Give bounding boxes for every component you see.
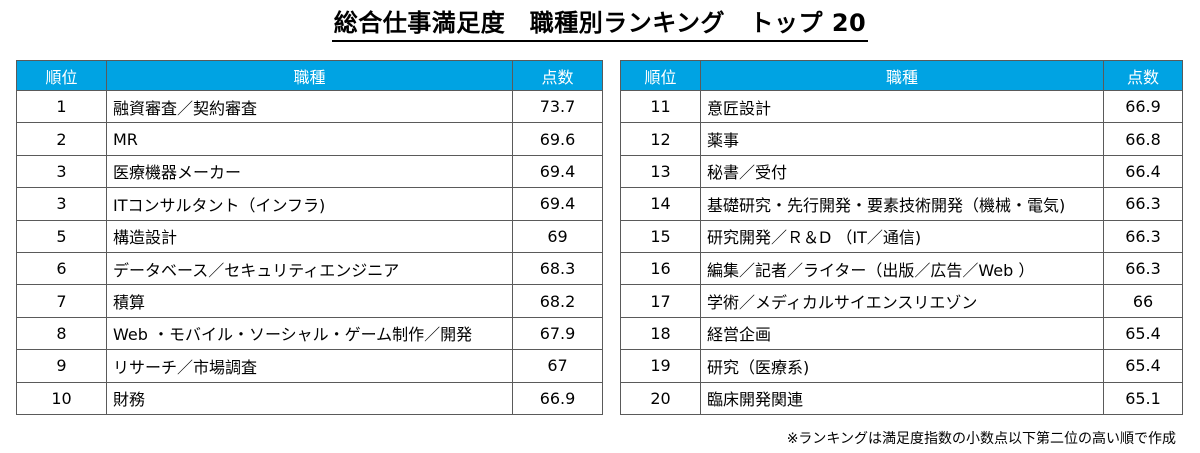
rank-cell: 18 xyxy=(620,316,701,351)
job-cell: リサーチ／市場調査 xyxy=(106,349,513,383)
rank-cell: 13 xyxy=(620,154,701,189)
header-job: 職種 xyxy=(700,60,1104,91)
footnote: ※ランキングは満足度指数の小数点以下第二位の高い順で作成 xyxy=(786,431,1176,447)
rank-cell: 15 xyxy=(620,219,701,253)
score-cell: 66.8 xyxy=(1103,122,1183,156)
rank-cell: 17 xyxy=(620,284,701,318)
job-cell: 意匠設計 xyxy=(700,89,1104,124)
table-row: 14 基礎研究・先行開発・要素技術開発（機械・電気) 66.3 xyxy=(620,187,1183,221)
score-cell: 69.4 xyxy=(512,187,603,221)
table-row: 19 研究（医療系) 65.4 xyxy=(620,349,1183,383)
score-cell: 66.3 xyxy=(1103,187,1183,221)
table-row: 12 薬事 66.8 xyxy=(620,122,1183,156)
rank-cell: 10 xyxy=(16,381,107,415)
score-cell: 65.4 xyxy=(1103,349,1183,383)
rank-cell: 8 xyxy=(16,316,107,351)
score-cell: 69 xyxy=(512,219,603,253)
job-cell: 医療機器メーカー xyxy=(106,154,513,189)
rank-cell: 11 xyxy=(620,89,701,124)
table-row: 6 データベース／セキュリティエンジニア 68.3 xyxy=(16,251,603,286)
score-cell: 66 xyxy=(1103,284,1183,318)
table-header-row: 順位 職種 点数 xyxy=(16,60,603,91)
table-header-row: 順位 職種 点数 xyxy=(620,60,1183,91)
rank-cell: 14 xyxy=(620,187,701,221)
rank-cell: 19 xyxy=(620,349,701,383)
rank-cell: 6 xyxy=(16,251,107,286)
table-row: 16 編集／記者／ライター（出版／広告／Web ） 66.3 xyxy=(620,251,1183,286)
table-row: 11 意匠設計 66.9 xyxy=(620,89,1183,124)
score-cell: 66.4 xyxy=(1103,154,1183,189)
header-score: 点数 xyxy=(1103,60,1183,91)
rank-cell: 7 xyxy=(16,284,107,318)
rank-cell: 16 xyxy=(620,251,701,286)
job-cell: 融資審査／契約審査 xyxy=(106,89,513,124)
ranking-table-left: 順位 職種 点数 1 融資審査／契約審査 73.7 2 MR 69.6 3 医療機器メーカー 6… xyxy=(16,60,603,415)
job-cell: 基礎研究・先行開発・要素技術開発（機械・電気) xyxy=(700,187,1104,221)
score-cell: 68.3 xyxy=(512,251,603,286)
score-cell: 67 xyxy=(512,349,603,383)
score-cell: 69.6 xyxy=(512,122,603,156)
job-cell: 研究開発／Ｒ＆D （IT／通信) xyxy=(700,219,1104,253)
table-row: 5 構造設計 69 xyxy=(16,219,603,253)
table-row: 15 研究開発／Ｒ＆D （IT／通信) 66.3 xyxy=(620,219,1183,253)
table-row: 3 ITコンサルタント（インフラ) 69.4 xyxy=(16,187,603,221)
ranking-body-right: 11 意匠設計 66.9 12 薬事 66.8 13 秘書／受付 66.4 14 基礎研究・先行開発… xyxy=(620,89,1183,415)
table-row: 2 MR 69.6 xyxy=(16,122,603,156)
rank-cell: 12 xyxy=(620,122,701,156)
header-rank: 順位 xyxy=(16,60,107,91)
job-cell: 臨床開発関連 xyxy=(700,381,1104,415)
score-cell: 73.7 xyxy=(512,89,603,124)
job-cell: データベース／セキュリティエンジニア xyxy=(106,251,513,286)
ranking-table-right: 順位 職種 点数 11 意匠設計 66.9 12 薬事 66.8 13 秘書／受付 66.4 14… xyxy=(620,60,1183,415)
score-cell: 66.3 xyxy=(1103,219,1183,253)
rank-cell: 3 xyxy=(16,187,107,221)
score-cell: 69.4 xyxy=(512,154,603,189)
job-cell: 学術／メディカルサイエンスリエゾン xyxy=(700,284,1104,318)
rank-cell: 20 xyxy=(620,381,701,415)
score-cell: 65.1 xyxy=(1103,381,1183,415)
job-cell: 薬事 xyxy=(700,122,1104,156)
job-cell: 構造設計 xyxy=(106,219,513,253)
table-row: 18 経営企画 65.4 xyxy=(620,316,1183,351)
table-row: 10 財務 66.9 xyxy=(16,381,603,415)
table-row: 7 積算 68.2 xyxy=(16,284,603,318)
header-job: 職種 xyxy=(106,60,513,91)
job-cell: MR xyxy=(106,122,513,156)
score-cell: 66.9 xyxy=(512,381,603,415)
job-cell: 積算 xyxy=(106,284,513,318)
page-title: 総合仕事満足度 職種別ランキング トップ 20 xyxy=(331,8,869,42)
score-cell: 68.2 xyxy=(512,284,603,318)
ranking-title-wrap: 総合仕事満足度 職種別ランキング トップ 20 xyxy=(0,8,1200,42)
table-row: 1 融資審査／契約審査 73.7 xyxy=(16,89,603,124)
table-row: 8 Web ・モバイル・ソーシャル・ゲーム制作／開発 67.9 xyxy=(16,316,603,351)
job-cell: 財務 xyxy=(106,381,513,415)
table-row: 13 秘書／受付 66.4 xyxy=(620,154,1183,189)
header-rank: 順位 xyxy=(620,60,701,91)
job-cell: 研究（医療系) xyxy=(700,349,1104,383)
score-cell: 65.4 xyxy=(1103,316,1183,351)
rank-cell: 9 xyxy=(16,349,107,383)
job-cell: ITコンサルタント（インフラ) xyxy=(106,187,513,221)
score-cell: 66.3 xyxy=(1103,251,1183,286)
score-cell: 66.9 xyxy=(1103,89,1183,124)
rank-cell: 1 xyxy=(16,89,107,124)
score-cell: 67.9 xyxy=(512,316,603,351)
table-row: 17 学術／メディカルサイエンスリエゾン 66 xyxy=(620,284,1183,318)
table-row: 3 医療機器メーカー 69.4 xyxy=(16,154,603,189)
job-cell: 編集／記者／ライター（出版／広告／Web ） xyxy=(700,251,1104,286)
rank-cell: 3 xyxy=(16,154,107,189)
rank-cell: 5 xyxy=(16,219,107,253)
table-row: 9 リサーチ／市場調査 67 xyxy=(16,349,603,383)
job-cell: Web ・モバイル・ソーシャル・ゲーム制作／開発 xyxy=(106,316,513,351)
ranking-body-left: 1 融資審査／契約審査 73.7 2 MR 69.6 3 医療機器メーカー 69.4 3 ITコンサ… xyxy=(16,89,603,415)
rank-cell: 2 xyxy=(16,122,107,156)
job-cell: 秘書／受付 xyxy=(700,154,1104,189)
header-score: 点数 xyxy=(512,60,603,91)
job-cell: 経営企画 xyxy=(700,316,1104,351)
table-row: 20 臨床開発関連 65.1 xyxy=(620,381,1183,415)
